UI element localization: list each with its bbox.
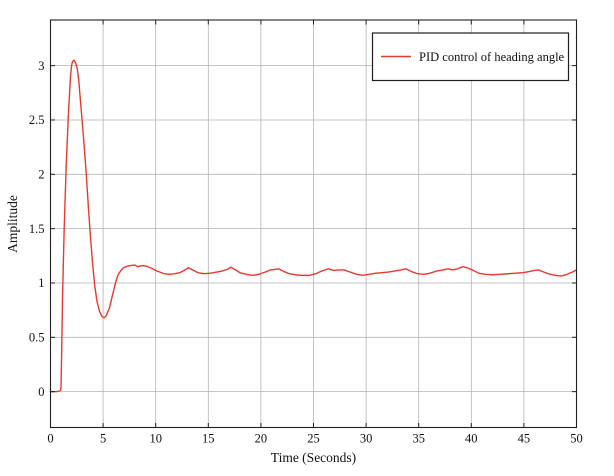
response-curve bbox=[49, 59, 578, 393]
y-tick-label: 2 bbox=[38, 168, 44, 182]
legend-label: PID control of heading angle bbox=[419, 50, 565, 64]
x-tick-label: 40 bbox=[465, 432, 478, 446]
x-tick-label: 20 bbox=[255, 432, 268, 446]
curve-layer bbox=[49, 59, 578, 393]
x-tick-label: 25 bbox=[307, 432, 320, 446]
x-tick-label: 30 bbox=[360, 432, 373, 446]
axis-layer bbox=[49, 19, 578, 429]
x-tick-label: 0 bbox=[47, 432, 53, 446]
x-tick-label: 10 bbox=[149, 432, 162, 446]
y-tick-label: 3 bbox=[38, 59, 44, 73]
x-tick-label: 50 bbox=[570, 432, 583, 446]
x-tick-label: 5 bbox=[100, 432, 106, 446]
y-axis-label: Amplitude bbox=[5, 195, 20, 253]
x-tick-label: 45 bbox=[518, 432, 531, 446]
tick-label-layer: 0 5 10 15 20 25 30 35 40 45 50 0 0.5 1 1.5 2 2.5 3 bbox=[29, 59, 583, 446]
y-tick-label: 2.5 bbox=[29, 113, 45, 127]
x-tick-label: 35 bbox=[412, 432, 425, 446]
grid-layer bbox=[50, 20, 577, 428]
x-axis-label: Time (Seconds) bbox=[271, 450, 356, 465]
y-tick-label: 0 bbox=[38, 385, 44, 399]
x-tick-label: 15 bbox=[202, 432, 215, 446]
y-tick-label: 1.5 bbox=[29, 222, 45, 236]
legend: PID control of heading angle bbox=[371, 32, 570, 82]
y-tick-label: 1 bbox=[38, 276, 44, 290]
y-tick-label: 0.5 bbox=[29, 331, 45, 345]
